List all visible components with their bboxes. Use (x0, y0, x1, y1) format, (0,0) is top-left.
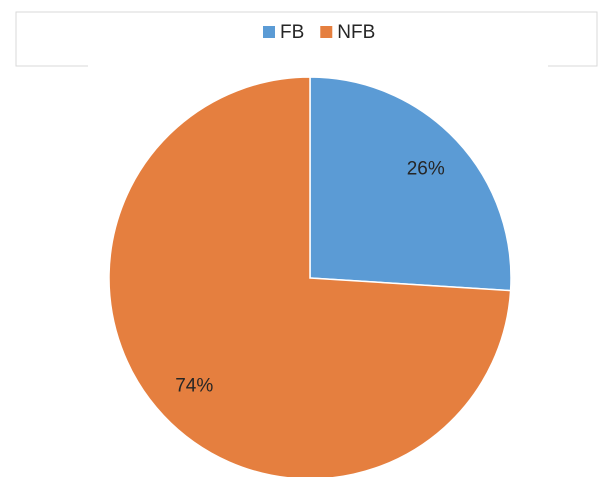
pie-slice (108, 76, 512, 477)
legend-frame (15, 11, 598, 67)
pie-slice (309, 76, 512, 292)
legend-swatch (263, 26, 275, 38)
legend-label: NFB (337, 22, 375, 43)
data-label: 74% (175, 376, 213, 397)
legend-swatch (320, 26, 333, 38)
data-label: 26% (407, 158, 445, 179)
legend-label: FB (280, 22, 304, 43)
